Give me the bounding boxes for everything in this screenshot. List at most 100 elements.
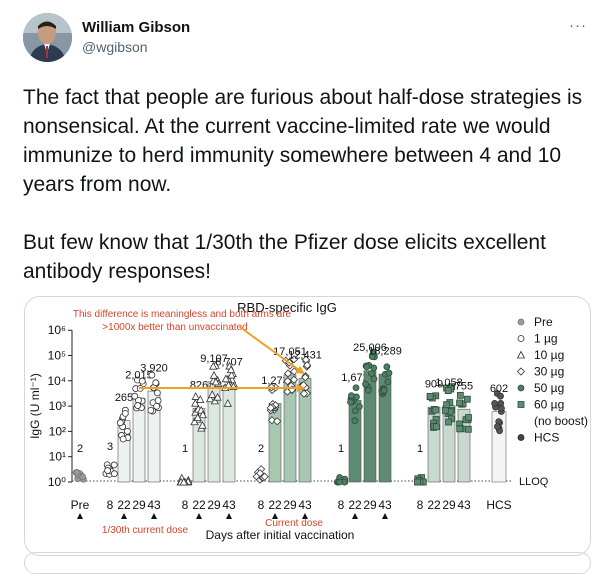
data-value-label: 3,920	[140, 362, 168, 374]
data-point	[456, 425, 464, 433]
legend-label: (no boost)	[534, 414, 588, 428]
dose-marker-icon	[196, 513, 202, 519]
data-value-label: 1	[417, 443, 423, 455]
data-point	[198, 420, 207, 429]
bottom-label-left: 1/30th current dose	[102, 525, 189, 536]
data-point	[498, 404, 505, 412]
data-point	[148, 371, 156, 379]
data-value-label: 25,006	[353, 342, 387, 354]
x-tick-label: 8	[417, 498, 424, 512]
data-point	[414, 478, 421, 486]
data-point	[456, 391, 464, 399]
more-options-button[interactable]: ···	[569, 17, 587, 34]
data-point	[351, 417, 359, 425]
data-value-label: 9,107	[200, 353, 228, 365]
data-value-label: 3	[107, 441, 113, 453]
data-point	[463, 395, 471, 403]
data-point	[223, 398, 232, 407]
author-name[interactable]: William Gibson	[82, 19, 191, 36]
data-point	[227, 370, 236, 379]
legend-label: 60 µg	[534, 398, 564, 412]
dose-marker-icon	[121, 513, 127, 519]
data-point	[370, 375, 378, 383]
data-point	[205, 394, 215, 403]
x-axis-label: Days after initial vaccination	[206, 528, 355, 542]
legend-marker	[516, 367, 526, 376]
data-point	[110, 461, 118, 469]
data-value-label: 17,051	[273, 346, 307, 358]
data-bar	[132, 398, 146, 483]
data-point	[351, 407, 359, 415]
x-tick-label: 22	[427, 498, 441, 512]
legend-marker	[517, 401, 525, 408]
data-point	[191, 398, 200, 407]
data-value-label: 12,431	[288, 350, 322, 362]
data-point	[267, 416, 277, 425]
data-point	[347, 398, 354, 406]
avatar-image	[23, 13, 72, 62]
y-tick-label: 10²	[49, 424, 66, 438]
data-value-label: 909	[425, 378, 443, 390]
data-point	[273, 417, 282, 426]
legend-label: 1 µg	[534, 332, 558, 346]
data-point	[134, 402, 142, 409]
legend-marker	[517, 434, 525, 441]
tweet-media-chart[interactable]: RBD-specific IgG This difference is meani…	[24, 296, 591, 556]
data-bar	[268, 403, 282, 483]
y-tick-label: 10⁰	[48, 475, 66, 489]
data-point	[464, 425, 472, 433]
data-point	[283, 369, 293, 378]
x-tick-label: 22	[348, 498, 362, 512]
bottom-label-mid: Current dose	[265, 518, 323, 529]
x-tick-label: 29	[207, 498, 221, 512]
legend-label: 30 µg	[534, 365, 564, 379]
data-point	[380, 386, 388, 394]
data-point	[355, 403, 363, 411]
data-point	[152, 379, 160, 387]
data-point	[283, 377, 292, 386]
data-point	[147, 406, 155, 414]
data-point	[131, 392, 139, 400]
data-point	[221, 374, 231, 383]
data-point	[290, 367, 299, 376]
y-tick-label: 10⁵	[48, 349, 66, 363]
data-bar	[222, 384, 236, 483]
data-point	[116, 419, 124, 427]
data-point	[301, 373, 310, 382]
data-point	[347, 392, 355, 400]
y-tick-label: 10³	[49, 399, 66, 413]
y-tick-label: 10⁴	[47, 374, 66, 388]
x-tick-label: 22	[192, 498, 206, 512]
data-point	[198, 410, 208, 419]
data-point	[456, 399, 463, 407]
y-axis-label: IgG (U ml⁻¹)	[28, 373, 42, 439]
data-point	[209, 361, 218, 370]
data-value-label: 265	[115, 392, 133, 404]
x-tick-label: 8	[338, 498, 345, 512]
x-tick-label: 29	[132, 498, 146, 512]
data-point	[299, 389, 309, 398]
author-handle[interactable]: @wgibson	[82, 39, 148, 55]
data-point	[465, 414, 472, 421]
data-point	[352, 384, 360, 392]
data-point	[110, 470, 118, 478]
data-value-label: 602	[490, 383, 508, 395]
avatar[interactable]	[23, 13, 72, 62]
dose-marker-icon	[77, 513, 83, 519]
x-tick-label: 8	[258, 498, 265, 512]
annotation-line-1: This difference is meaningless and both …	[73, 309, 292, 320]
legend-marker	[517, 318, 525, 326]
data-point	[260, 472, 269, 481]
data-value-label: 755	[455, 381, 473, 393]
next-tweet-card	[24, 552, 591, 574]
data-point	[190, 417, 199, 426]
annotation-line-2: >1000x better than unvaccinated	[102, 322, 247, 333]
data-point	[494, 423, 501, 431]
data-point	[196, 395, 205, 403]
x-tick-label: 29	[283, 498, 297, 512]
data-point	[73, 469, 81, 476]
lloq-label: LLOQ	[519, 476, 549, 488]
x-tick-label: HCS	[486, 498, 511, 512]
data-point	[138, 377, 146, 385]
x-tick-label: 29	[363, 498, 377, 512]
